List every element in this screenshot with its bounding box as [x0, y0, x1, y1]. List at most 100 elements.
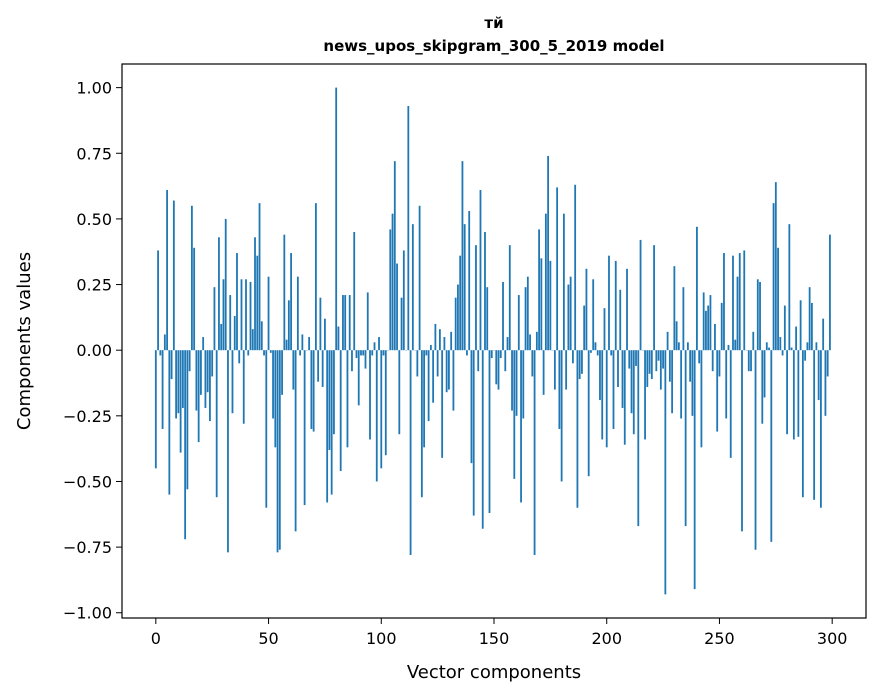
bar — [250, 282, 252, 350]
bar — [168, 350, 170, 494]
bar — [207, 350, 209, 392]
bar — [241, 279, 243, 350]
bar — [268, 277, 270, 351]
bar — [369, 350, 371, 439]
bar — [155, 350, 157, 468]
bar — [290, 253, 292, 350]
bar — [159, 350, 161, 355]
bar — [527, 277, 529, 351]
bar — [604, 308, 606, 350]
bar — [243, 350, 245, 424]
bar — [829, 235, 831, 351]
bar — [225, 219, 227, 350]
bar — [412, 224, 414, 350]
bar — [579, 350, 581, 379]
bar — [495, 350, 497, 384]
bar — [459, 256, 461, 351]
bar — [710, 295, 712, 350]
y-tick-label: 1.00 — [76, 79, 112, 98]
bar — [782, 350, 784, 355]
bar — [220, 324, 222, 350]
bar — [797, 350, 799, 437]
bar — [770, 350, 772, 542]
bar — [818, 350, 820, 400]
bar — [283, 235, 285, 351]
bar — [437, 350, 439, 376]
bar — [385, 350, 387, 455]
bar — [558, 350, 560, 429]
bar — [599, 350, 601, 400]
bar — [504, 350, 506, 371]
bar — [536, 332, 538, 350]
bar — [522, 350, 524, 418]
bar — [802, 350, 804, 497]
bar — [671, 350, 673, 413]
bar — [554, 350, 556, 389]
bar — [333, 350, 335, 434]
bar — [365, 350, 367, 368]
bar — [723, 253, 725, 350]
bar — [347, 350, 349, 447]
bar — [764, 350, 766, 397]
bar — [809, 287, 811, 350]
bar — [743, 250, 745, 350]
bar — [788, 224, 790, 350]
bar — [180, 350, 182, 452]
bar — [685, 350, 687, 526]
bar — [356, 350, 358, 358]
bar — [680, 350, 682, 418]
y-tick-label: −0.50 — [63, 472, 112, 491]
bar — [759, 282, 761, 350]
bar — [786, 350, 788, 434]
bar — [202, 337, 204, 350]
bar — [297, 277, 299, 351]
bar — [380, 350, 382, 468]
bar — [338, 327, 340, 351]
bar — [453, 350, 455, 410]
bar — [701, 350, 703, 447]
bar — [489, 350, 491, 513]
x-tick-label: 250 — [704, 629, 735, 648]
bar — [694, 350, 696, 589]
bar — [198, 350, 200, 442]
bar — [631, 350, 633, 413]
bar — [779, 337, 781, 350]
bar — [252, 329, 254, 350]
bar — [577, 350, 579, 508]
bar — [800, 300, 802, 350]
bar — [509, 245, 511, 350]
bar — [254, 237, 256, 350]
y-axis: −1.00−0.75−0.50−0.250.000.250.500.751.00 — [63, 79, 122, 623]
bar — [383, 350, 385, 355]
bar — [439, 329, 441, 350]
bar — [464, 224, 466, 350]
bar — [531, 350, 533, 376]
bar — [446, 350, 448, 392]
bar — [574, 185, 576, 350]
bar — [448, 350, 450, 389]
bar — [678, 342, 680, 350]
x-tick-label: 200 — [591, 629, 622, 648]
bar — [434, 324, 436, 350]
bar — [157, 250, 159, 350]
bar — [806, 342, 808, 350]
bar — [331, 350, 333, 494]
bar — [507, 337, 509, 350]
bar — [547, 156, 549, 350]
bar — [698, 350, 700, 363]
bar — [619, 290, 621, 350]
bar — [563, 214, 565, 351]
bar — [335, 88, 337, 351]
bar — [344, 295, 346, 350]
bar — [590, 350, 592, 353]
bar — [214, 287, 216, 350]
bar — [549, 261, 551, 350]
bar — [351, 350, 353, 371]
bar — [669, 350, 671, 382]
bar — [304, 350, 306, 505]
bar — [175, 350, 177, 418]
bar — [707, 306, 709, 351]
bar — [748, 350, 750, 371]
y-axis-label: Components values — [14, 252, 35, 430]
bar — [540, 258, 542, 350]
